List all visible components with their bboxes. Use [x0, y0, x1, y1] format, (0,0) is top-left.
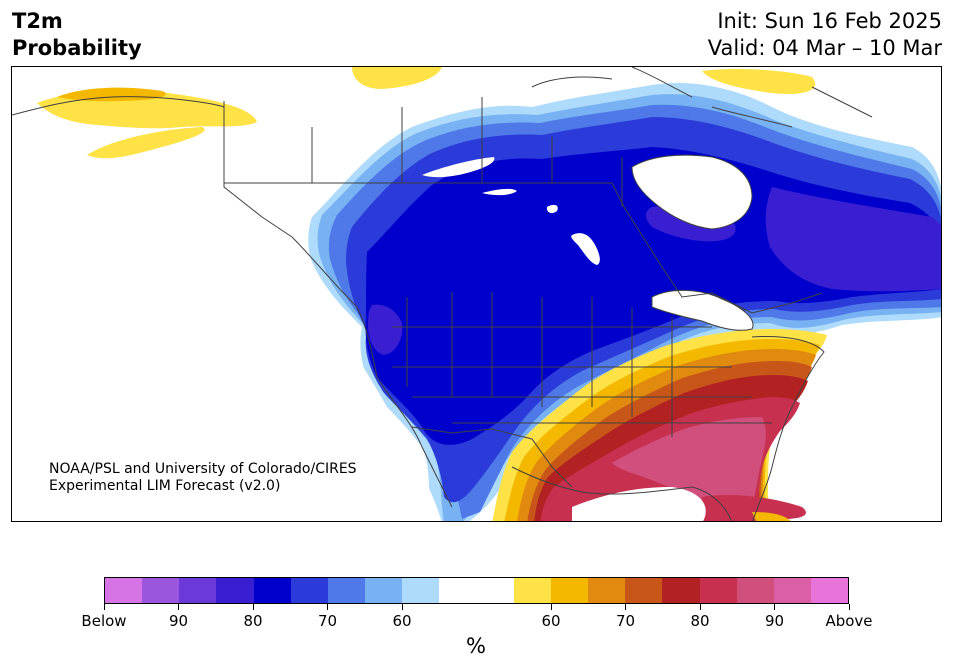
- colorbar-segment: [662, 578, 700, 603]
- great-bear-lake: [422, 157, 495, 178]
- colorbar-tick-label: Below: [81, 612, 127, 630]
- coastline-alaska: [12, 96, 225, 116]
- credit-line-1: NOAA/PSL and University of Colorado/CIRE…: [49, 461, 357, 477]
- alaska-gold-core: [57, 87, 166, 102]
- colorbar-tick-label: 80: [690, 612, 710, 630]
- pacific-water: [12, 215, 442, 521]
- us-mexico-border: [411, 426, 573, 488]
- colorbar-segment: [550, 578, 589, 603]
- colorbar-segment: [142, 578, 180, 603]
- below-purple-east: [765, 187, 941, 292]
- colorbar-segment: [476, 578, 514, 603]
- arctic-yellow-2: [702, 69, 816, 95]
- colorbar-tick-label: 60: [541, 612, 561, 630]
- lake-winnipeg: [571, 233, 600, 265]
- colorbar-tick-label: 80: [243, 612, 263, 630]
- colorbar-segment: [439, 578, 477, 603]
- colorbar-tick-mark: [103, 604, 105, 610]
- colorbar-segment: [513, 578, 551, 603]
- state-lines-1: [406, 292, 673, 437]
- atlantic-water: [804, 357, 941, 521]
- valid-date: Valid: 04 Mar – 10 Mar: [707, 36, 942, 60]
- colorbar-tick-label: 70: [615, 612, 636, 630]
- great-lakes-water: [652, 290, 753, 331]
- above-pink-region: [612, 417, 766, 511]
- political-boundaries: [12, 67, 873, 521]
- colorbar-tick-mark: [625, 604, 626, 610]
- state-lines-2: [392, 326, 772, 424]
- colorbar-tick-mark: [401, 604, 403, 610]
- canada-us-border: [223, 182, 823, 314]
- alaska-south-yellow: [87, 127, 205, 159]
- colorbar-segment: [253, 578, 291, 603]
- colorbar-segment: [625, 578, 663, 603]
- colorbar-segment: [327, 578, 366, 603]
- colorbar-tick-label: 90: [764, 612, 785, 630]
- colorbar-segment: [216, 578, 254, 603]
- map-title: T2m Probability: [12, 8, 142, 62]
- hudson-bay-outline: [631, 154, 753, 230]
- colorbar-tick-mark: [699, 604, 701, 610]
- colorbar-segment: [105, 578, 143, 603]
- colorbar-segment: [365, 578, 403, 603]
- alaska-border: [223, 101, 293, 238]
- colorbar-segment: [773, 578, 811, 603]
- gulf-of-mexico-water: [572, 487, 706, 521]
- colorbar-segment: [736, 578, 774, 603]
- coastline-gulf: [511, 466, 732, 521]
- great-slave-lake: [482, 188, 517, 196]
- cuba-gold: [752, 512, 791, 521]
- title-line-1: T2m: [12, 9, 63, 33]
- colorbar-segment: [588, 578, 626, 603]
- credit-line-2: Experimental LIM Forecast (v2.0): [49, 478, 281, 494]
- colorbar-segment: [402, 578, 440, 603]
- lake-athabasca: [546, 204, 558, 214]
- colorbar-tick-mark: [774, 604, 775, 610]
- colorbar-segment: [179, 578, 217, 603]
- init-date: Init: Sun 16 Feb 2025: [717, 9, 942, 33]
- coastline-east: [751, 336, 825, 521]
- date-block: Init: Sun 16 Feb 2025 Valid: 04 Mar – 10…: [708, 8, 942, 62]
- colorbar-tick-label: Above: [825, 612, 873, 630]
- colorbar-units: %: [466, 634, 486, 658]
- colorbar-segment: [810, 578, 849, 603]
- map-panel: [11, 66, 942, 522]
- colorbar-tick-mark: [252, 604, 254, 610]
- colorbar-tick-label: 60: [392, 612, 412, 630]
- colorbar-tick-mark: [550, 604, 552, 610]
- colorbar-tick-mark: [178, 604, 179, 610]
- arctic-yellow-1: [352, 67, 442, 89]
- colorbar-tick-label: 90: [168, 612, 189, 630]
- cuba-above: [702, 495, 806, 519]
- arctic-islands: [531, 67, 873, 128]
- colorbar: [104, 577, 849, 604]
- probability-map: [12, 67, 941, 521]
- credit-text: NOAA/PSL and University of Colorado/CIRE…: [49, 461, 357, 495]
- below-purple-west: [368, 304, 403, 355]
- colorbar-tick-label: 70: [317, 612, 338, 630]
- coastline-west: [291, 236, 453, 508]
- title-line-2: Probability: [12, 36, 142, 60]
- hudson-bay-water: [632, 155, 752, 229]
- colorbar-tick-mark: [848, 604, 850, 610]
- colorbar-segment: [699, 578, 737, 603]
- great-lakes-outline: [651, 289, 754, 331]
- province-lines: [311, 97, 623, 207]
- colorbar-tick-mark: [327, 604, 328, 610]
- colorbar-segment: [290, 578, 328, 603]
